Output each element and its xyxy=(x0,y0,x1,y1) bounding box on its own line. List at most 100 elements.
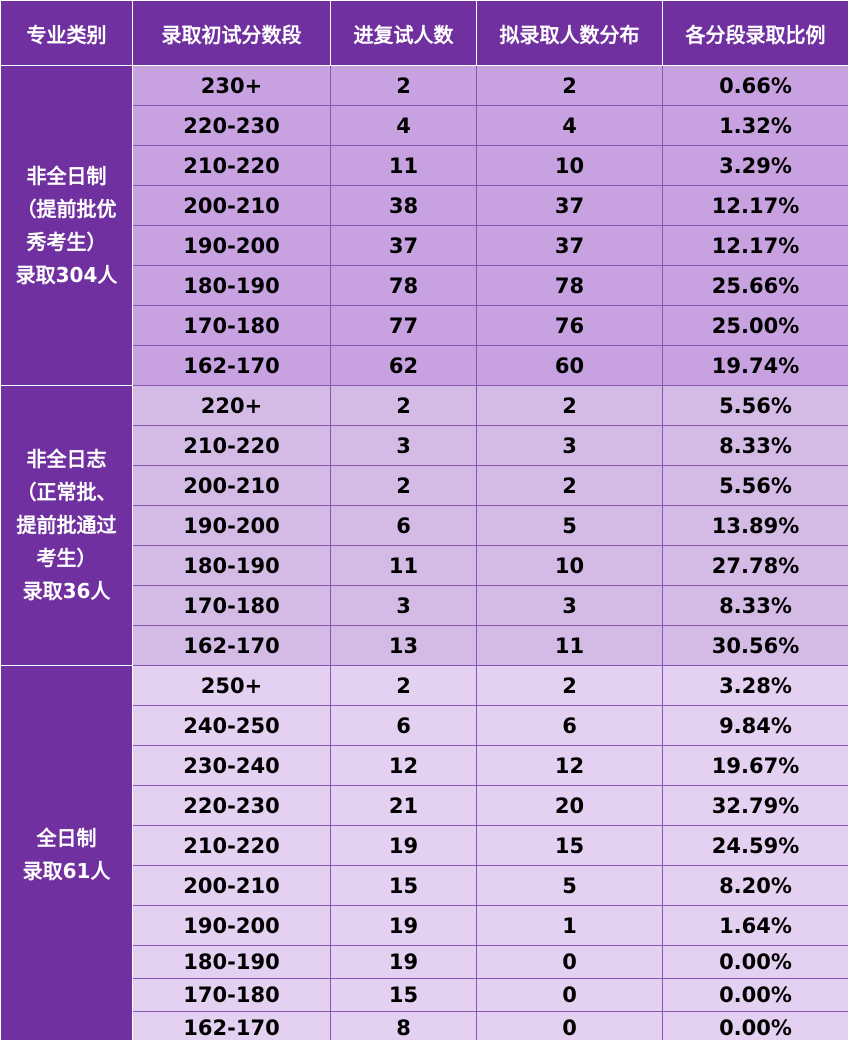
admitted-count-cell: 11 xyxy=(476,625,663,666)
admitted-count-cell: 5 xyxy=(476,505,663,546)
interview-count-cell: 19 xyxy=(330,825,477,866)
table-row: 200-210 15 5 8.20% xyxy=(1,865,848,906)
admitted-count-cell: 0 xyxy=(476,1011,663,1040)
interview-count-cell: 78 xyxy=(330,265,477,306)
category-cell: 非全日志 （正常批、 提前批通过 考生） 录取36人 xyxy=(0,385,133,666)
table-row: 210-220 3 3 8.33% xyxy=(1,425,848,466)
header-category: 专业类别 xyxy=(0,0,133,66)
admitted-count-cell: 78 xyxy=(476,265,663,306)
admit-ratio-cell: 27.78% xyxy=(662,545,848,586)
admit-ratio-cell: 19.74% xyxy=(662,345,848,386)
admit-ratio-cell: 1.64% xyxy=(662,905,848,946)
score-range-cell: 162-170 xyxy=(132,345,331,386)
table-row: 240-250 6 6 9.84% xyxy=(1,705,848,746)
admit-ratio-cell: 5.56% xyxy=(662,465,848,506)
table-row: 210-220 19 15 24.59% xyxy=(1,825,848,866)
header-admitted-count: 拟录取人数分布 xyxy=(476,0,663,66)
interview-count-cell: 6 xyxy=(330,505,477,546)
category-line: （正常批、 xyxy=(16,480,117,504)
category-line: 非全日志 xyxy=(26,447,107,471)
interview-count-cell: 19 xyxy=(330,945,477,979)
score-range-cell: 200-210 xyxy=(132,865,331,906)
score-range-cell: 190-200 xyxy=(132,225,331,266)
table-row: 162-170 8 0 0.00% xyxy=(1,1011,848,1040)
score-range-cell: 220-230 xyxy=(132,105,331,146)
category-cell: 全日制录取61人 xyxy=(0,665,133,1040)
header-admit-ratio: 各分段录取比例 xyxy=(662,0,848,66)
score-range-cell: 170-180 xyxy=(132,305,331,346)
interview-count-cell: 12 xyxy=(330,745,477,786)
score-range-cell: 210-220 xyxy=(132,425,331,466)
interview-count-cell: 13 xyxy=(330,625,477,666)
table-row: 200-210 2 2 5.56% xyxy=(1,465,848,506)
score-range-cell: 220-230 xyxy=(132,785,331,826)
category-cell: 非全日制 （提前批优 秀考生） 录取304人 xyxy=(0,65,133,386)
score-range-cell: 220+ xyxy=(132,385,331,426)
interview-count-cell: 62 xyxy=(330,345,477,386)
interview-count-cell: 2 xyxy=(330,465,477,506)
table-row: 170-180 77 76 25.00% xyxy=(1,305,848,346)
score-range-cell: 250+ xyxy=(132,665,331,706)
admitted-count-cell: 3 xyxy=(476,425,663,466)
table-header: 专业类别 录取初试分数段 进复试人数 拟录取人数分布 各分段录取比例 xyxy=(0,0,848,66)
admitted-count-cell: 15 xyxy=(476,825,663,866)
score-range-cell: 180-190 xyxy=(132,945,331,979)
score-range-cell: 240-250 xyxy=(132,705,331,746)
admitted-count-cell: 0 xyxy=(476,945,663,979)
admit-ratio-cell: 24.59% xyxy=(662,825,848,866)
category-line: 录取61人 xyxy=(22,859,111,883)
admitted-count-cell: 2 xyxy=(476,385,663,426)
interview-count-cell: 19 xyxy=(330,905,477,946)
table-row: 非全日制 （提前批优 秀考生） 录取304人 230+ 2 2 0.66% xyxy=(0,65,848,386)
score-range-cell: 162-170 xyxy=(132,1011,331,1040)
score-range-cell: 180-190 xyxy=(132,265,331,306)
table-row: 210-220 11 10 3.29% xyxy=(1,145,848,186)
admit-ratio-cell: 0.00% xyxy=(662,945,848,979)
table-row: 非全日志 （正常批、 提前批通过 考生） 录取36人 220+ 2 2 5.56% xyxy=(0,385,848,666)
table-body: 非全日制 （提前批优 秀考生） 录取304人 230+ 2 2 0.66% 220-230 4 4 1… xyxy=(0,65,848,1040)
interview-count-cell: 37 xyxy=(330,225,477,266)
table-row: 190-200 6 5 13.89% xyxy=(1,505,848,546)
category-line: 考生） xyxy=(36,546,97,570)
admit-ratio-cell: 0.00% xyxy=(662,978,848,1012)
score-range-cell: 200-210 xyxy=(132,465,331,506)
score-range-cell: 170-180 xyxy=(132,585,331,626)
admit-ratio-cell: 12.17% xyxy=(662,185,848,226)
table-row: 全日制 录取61人 250+ 2 2 3.28% xyxy=(0,665,848,1040)
interview-count-cell: 11 xyxy=(330,545,477,586)
admit-ratio-cell: 5.56% xyxy=(662,385,848,426)
admitted-count-cell: 60 xyxy=(476,345,663,386)
interview-count-cell: 4 xyxy=(330,105,477,146)
table-row: 170-180 15 0 0.00% xyxy=(1,978,848,1012)
admit-ratio-cell: 3.29% xyxy=(662,145,848,186)
category-line: 录取36人 xyxy=(22,579,111,603)
table-row: 230-240 12 12 19.67% xyxy=(1,745,848,786)
admit-ratio-cell: 19.67% xyxy=(662,745,848,786)
table-row: 220-230 4 4 1.32% xyxy=(1,105,848,146)
table-row: 190-200 37 37 12.17% xyxy=(1,225,848,266)
admitted-count-cell: 4 xyxy=(476,105,663,146)
admitted-count-cell: 2 xyxy=(476,665,663,706)
admit-ratio-cell: 8.33% xyxy=(662,585,848,626)
header-score-range: 录取初试分数段 xyxy=(132,0,331,66)
admit-ratio-cell: 30.56% xyxy=(662,625,848,666)
interview-count-cell: 15 xyxy=(330,978,477,1012)
admit-ratio-cell: 0.00% xyxy=(662,1011,848,1040)
admit-ratio-cell: 1.32% xyxy=(662,105,848,146)
score-range-cell: 230+ xyxy=(132,65,331,106)
score-range-cell: 170-180 xyxy=(132,978,331,1012)
score-range-cell: 210-220 xyxy=(132,145,331,186)
interview-count-cell: 2 xyxy=(330,665,477,706)
category-line: 秀考生） xyxy=(26,229,107,254)
table-row: 180-190 19 0 0.00% xyxy=(1,945,848,979)
table-row: 170-180 3 3 8.33% xyxy=(1,585,848,626)
admitted-count-cell: 2 xyxy=(476,65,663,106)
header-interview-count: 进复试人数 xyxy=(330,0,477,66)
admitted-count-cell: 76 xyxy=(476,305,663,346)
interview-count-cell: 2 xyxy=(330,385,477,426)
admit-ratio-cell: 13.89% xyxy=(662,505,848,546)
header-row: 专业类别 录取初试分数段 进复试人数 拟录取人数分布 各分段录取比例 xyxy=(0,0,848,66)
category-line: 全日制 xyxy=(36,826,97,850)
admit-ratio-cell: 8.20% xyxy=(662,865,848,906)
